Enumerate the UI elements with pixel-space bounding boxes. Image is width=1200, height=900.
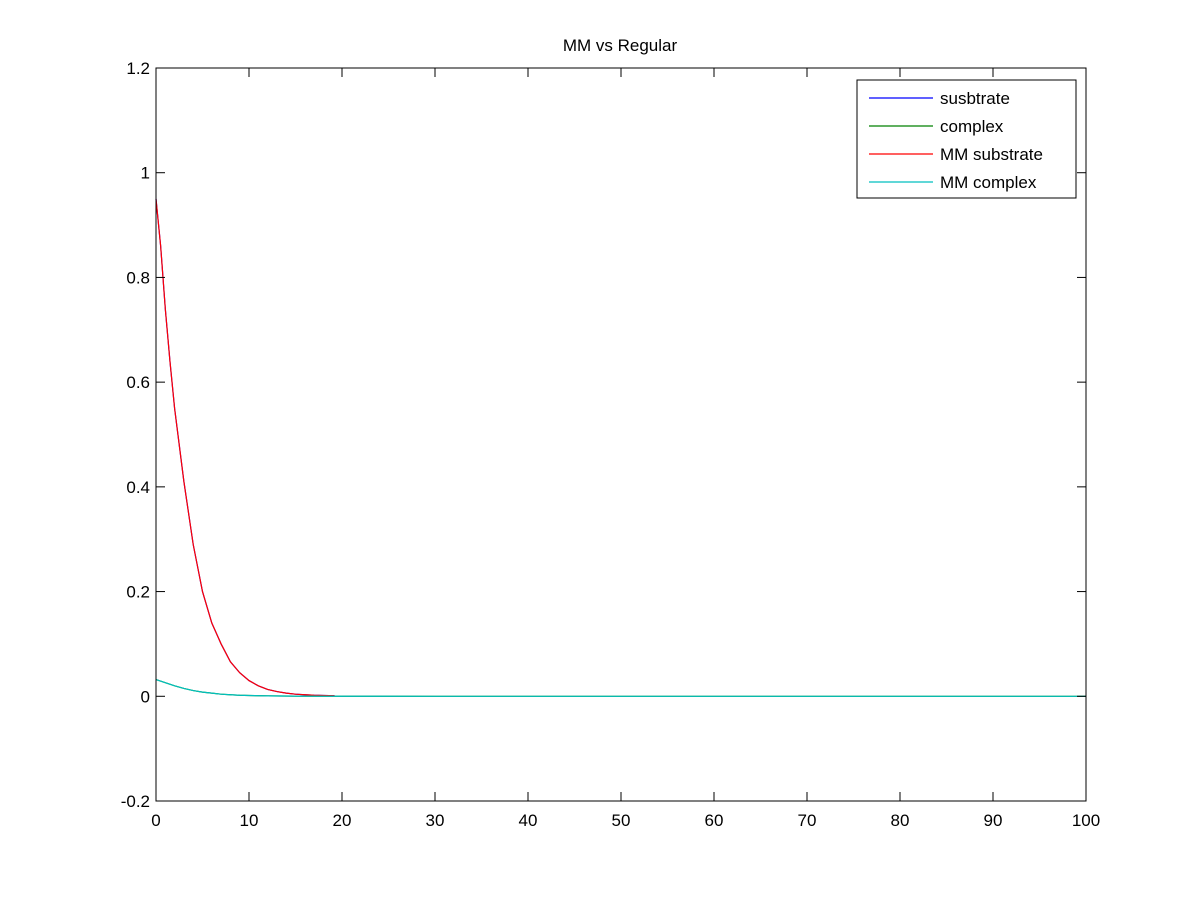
legend-label: complex [940,117,1004,136]
series-line-3 [155,678,1086,697]
x-tick-label: 100 [1072,811,1100,830]
y-tick-label: 1.2 [126,59,150,78]
legend-label: susbtrate [940,89,1010,108]
chart-title: MM vs Regular [563,36,678,55]
y-tick-label: 0 [141,687,150,706]
plot-lines [155,198,1086,697]
x-tick-label: 0 [151,811,160,830]
y-tick-label: 0.2 [126,583,150,602]
y-axis: -0.2 0 0.2 0.4 0.6 0.8 1 1.2 [121,59,1086,811]
legend-label: MM substrate [940,145,1043,164]
x-axis: 0 10 20 30 40 50 60 70 80 90 100 [151,68,1100,830]
y-tick-label: 0.4 [126,478,150,497]
x-tick-label: 90 [984,811,1003,830]
x-tick-label: 80 [891,811,910,830]
x-tick-label: 30 [426,811,445,830]
y-tick-label: 1 [141,164,150,183]
series-line-2 [155,198,335,697]
legend-label: MM complex [940,173,1037,192]
legend-box [856,79,1077,199]
x-tick-label: 40 [519,811,538,830]
x-tick-label: 20 [333,811,352,830]
y-tick-label: 0.8 [126,268,150,287]
x-tick-label: 50 [612,811,631,830]
y-tick-label: 0.6 [126,373,150,392]
x-tick-label: 70 [798,811,817,830]
y-tick-label: -0.2 [121,792,150,811]
legend: susbtrate complex MM substrate MM complex [856,79,1077,199]
x-tick-label: 60 [705,811,724,830]
x-tick-label: 10 [240,811,259,830]
